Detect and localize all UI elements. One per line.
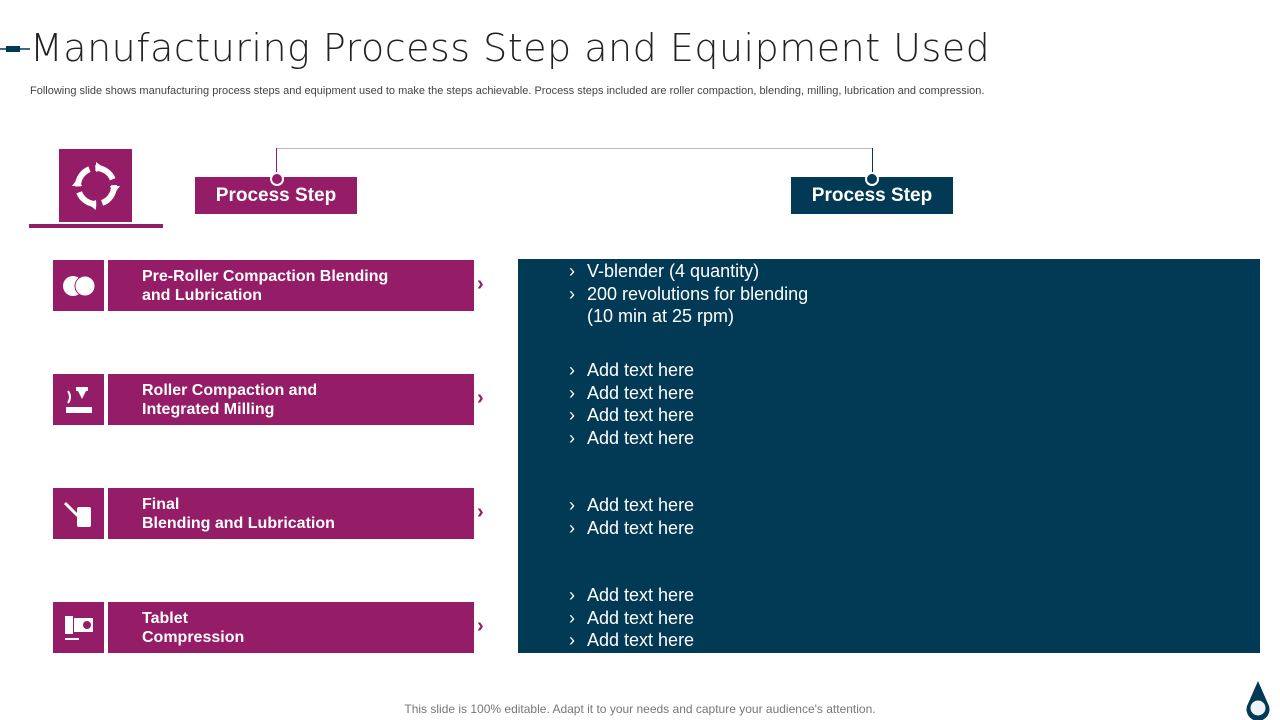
equipment-item: (10 min at 25 rpm) <box>587 306 735 326</box>
connector-dot <box>270 172 284 186</box>
equipment-list-1: › V-blender (4 quantity) › 200 revolutions… <box>569 260 808 328</box>
step-label: Compression <box>142 628 245 646</box>
chevron-right-icon: › <box>477 273 484 295</box>
connector-line <box>276 148 873 149</box>
equipment-panel <box>518 259 1260 653</box>
step-4: Tablet Compression <box>108 602 474 653</box>
step-label: Roller Compaction and <box>142 381 318 399</box>
bullet: › <box>569 261 575 281</box>
equipment-item: Add text here <box>587 495 695 515</box>
drop-logo-icon <box>1246 681 1270 720</box>
equipment-list-4: › Add text here › Add text here › Add text … <box>569 584 694 652</box>
header-process-step-2: Process Step <box>791 177 953 214</box>
oil-can-icon <box>53 488 104 539</box>
bullet: › <box>569 607 575 628</box>
connector-right <box>872 148 873 178</box>
equipment-item: Add text here <box>587 405 695 425</box>
equipment-item: 200 revolutions for blending <box>587 283 809 304</box>
tablet-press-icon <box>53 602 104 653</box>
step-2: Roller Compaction and Integrated Milling <box>108 374 474 425</box>
bullet: › <box>569 427 575 448</box>
step-1: Pre-Roller Compaction Blending and Lubric… <box>108 260 474 311</box>
equipment-list-3: › Add text here › Add text here <box>569 494 694 539</box>
equipment-item: Add text here <box>587 585 695 605</box>
bullet: › <box>569 495 575 515</box>
step-3: Final Blending and Lubrication <box>108 488 474 539</box>
equipment-item: Add text here <box>587 607 695 628</box>
footer-note: This slide is 100% editable. Adapt it to… <box>404 702 876 716</box>
step-label: Blending and Lubrication <box>142 514 335 532</box>
step-label: and Lubrication <box>142 286 262 304</box>
equipment-item: Add text here <box>587 360 695 380</box>
step-label: Integrated Milling <box>142 400 275 418</box>
chevron-right-icon: › <box>477 501 484 523</box>
icon-underline <box>29 224 163 228</box>
chevron-right-icon: › <box>477 387 484 409</box>
bullet: › <box>569 585 575 605</box>
connector-dot <box>865 172 879 186</box>
equipment-item: Add text here <box>587 517 695 538</box>
cycle-icon <box>59 149 132 222</box>
venn-circles-icon <box>53 260 104 311</box>
bullet: › <box>569 360 575 380</box>
milling-machine-icon <box>53 374 104 425</box>
equipment-item: Add text here <box>587 427 695 448</box>
header-process-step-1: Process Step <box>195 177 357 214</box>
equipment-item: Add text here <box>587 382 695 403</box>
bullet: › <box>569 283 575 304</box>
step-label: Pre-Roller Compaction Blending <box>142 267 389 285</box>
page-subtitle: Following slide shows manufacturing proc… <box>30 85 985 97</box>
syringe-icon <box>0 46 30 52</box>
equipment-list-2: › Add text here › Add text here › Add text … <box>569 359 694 449</box>
equipment-item: Add text here <box>587 630 695 650</box>
connector-left <box>276 148 277 178</box>
bullet: › <box>569 405 575 425</box>
page-title: Manufacturing Process Step and Equipment… <box>30 26 991 70</box>
bullet: › <box>569 630 575 650</box>
step-label: Final <box>142 495 180 513</box>
bullet: › <box>569 517 575 538</box>
chevron-right-icon: › <box>477 615 484 637</box>
step-label: Tablet <box>142 609 188 627</box>
bullet: › <box>569 382 575 403</box>
equipment-item: V-blender (4 quantity) <box>587 261 760 281</box>
